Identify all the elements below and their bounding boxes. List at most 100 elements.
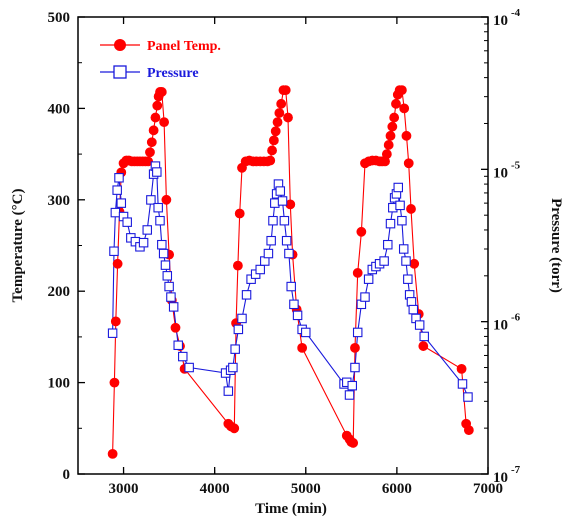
data-point-pressure [110, 207, 121, 218]
data-point-panel-temp [109, 377, 120, 388]
data-point-panel-temp [406, 204, 416, 214]
y-right-tick-base: 10 [493, 13, 508, 29]
data-point-panel-temp [396, 85, 407, 96]
data-point-panel-temp [112, 258, 123, 269]
y-right-tick-label: 10 -7 [493, 464, 521, 486]
data-point-pressure [279, 215, 290, 226]
data-point-panel-temp [152, 100, 163, 111]
data-point-panel-temp [234, 208, 245, 219]
y-right-tick-base: 10 [493, 470, 508, 486]
data-point-pressure [457, 379, 468, 389]
data-point-panel-temp [385, 130, 396, 141]
data-point-panel-temp [356, 226, 367, 237]
data-point-pressure [403, 274, 413, 284]
x-tick-label: 7000 [473, 481, 503, 497]
data-point-pressure [360, 292, 370, 302]
data-point-pressure [263, 248, 274, 259]
data-point-panel-temp [150, 112, 161, 123]
data-point-pressure [281, 235, 292, 246]
data-point-pressure [350, 362, 360, 373]
data-point-pressure [109, 246, 119, 256]
y-right-tick-base: 10 [493, 318, 508, 334]
y-left-tick-label: 200 [48, 284, 71, 300]
data-point-pressure [292, 310, 303, 321]
data-point-pressure [406, 297, 417, 307]
data-point-pressure [397, 215, 407, 226]
data-point-pressure [385, 218, 396, 229]
y-left-tick-label: 0 [63, 467, 71, 483]
data-point-pressure [153, 202, 163, 213]
y-left-tick-label: 300 [48, 193, 71, 209]
data-point-pressure [408, 304, 419, 315]
data-point-pressure [347, 380, 357, 391]
data-point-panel-temp [107, 448, 118, 459]
data-point-pressure [166, 292, 176, 302]
data-point-pressure [266, 235, 276, 246]
data-point-pressure [301, 327, 311, 338]
x-tick-label: 6000 [382, 481, 412, 497]
data-point-panel-temp [401, 130, 412, 141]
legend-label-0: Panel Temp. [147, 39, 221, 54]
data-point-panel-temp [268, 135, 279, 146]
data-point-panel-temp [159, 117, 169, 128]
data-point-panel-temp [232, 260, 243, 271]
data-point-pressure [168, 302, 179, 312]
data-point-panel-temp [283, 112, 293, 123]
data-point-pressure [157, 239, 167, 250]
data-point-panel-temp [272, 117, 283, 128]
data-point-pressure [344, 390, 355, 400]
data-point-pressure [107, 328, 118, 338]
data-point-panel-temp [463, 425, 474, 436]
data-point-pressure [116, 198, 127, 208]
x-tick-label: 3000 [109, 481, 139, 497]
data-point-panel-temp [148, 125, 159, 136]
data-point-panel-temp [229, 423, 240, 434]
data-point-panel-temp [348, 438, 359, 448]
data-point-pressure [395, 200, 405, 211]
data-point-pressure [184, 362, 194, 373]
legend-marker-panel-temp [114, 39, 126, 51]
data-point-pressure [270, 198, 280, 208]
legend: Panel Temp. Pressure [100, 39, 221, 81]
data-point-pressure [142, 225, 152, 235]
data-point-panel-temp [383, 140, 394, 150]
data-point-panel-temp [389, 112, 400, 123]
data-point-pressure [286, 281, 296, 292]
data-point-panel-temp [270, 126, 281, 137]
y-right-tick-label: 10 -5 [493, 159, 521, 181]
data-point-pressure [414, 320, 425, 330]
data-point-pressure [138, 237, 149, 248]
data-point-pressure [284, 248, 294, 259]
data-point-panel-temp [146, 137, 157, 148]
data-point-pressure [379, 256, 389, 266]
y-right-tick-label: 10 -4 [493, 7, 521, 29]
data-point-pressure [401, 256, 411, 266]
data-point-pressure [164, 281, 174, 292]
data-point-pressure [173, 340, 183, 351]
y-left-tick-label: 500 [48, 10, 71, 26]
data-point-pressure [255, 264, 265, 275]
data-point-pressure [114, 173, 124, 183]
y-right-tick-exp: -6 [511, 312, 521, 324]
data-point-pressure [393, 182, 404, 193]
data-point-panel-temp [387, 121, 398, 132]
data-point-panel-temp [274, 108, 285, 118]
y-right-tick-exp: -7 [511, 464, 521, 476]
legend-marker-pressure [113, 65, 127, 79]
data-point-pressure [146, 195, 156, 205]
data-point-panel-temp [265, 155, 276, 166]
data-point-pressure [268, 215, 278, 226]
y-right-tick-exp: -4 [511, 7, 521, 19]
data-point-pressure [398, 244, 409, 254]
data-point-pressure [352, 327, 363, 338]
data-point-pressure [228, 362, 238, 373]
data-point-panel-temp [403, 158, 414, 169]
y-right-tick-exp: -5 [511, 159, 521, 171]
legend-label-1: Pressure [147, 66, 199, 81]
data-point-panel-temp [381, 149, 392, 159]
data-point-pressure [237, 313, 247, 324]
data-point-pressure [155, 215, 165, 226]
data-point-panel-temp [267, 145, 277, 156]
